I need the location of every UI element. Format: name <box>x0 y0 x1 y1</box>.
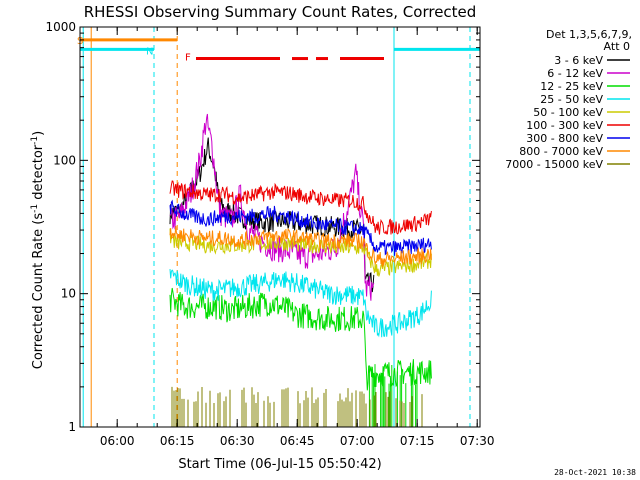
legend-entry-label: 100 - 300 keV <box>526 119 603 132</box>
x-tick-label: 07:15 <box>400 434 435 448</box>
y-tick-label: 100 <box>53 153 76 167</box>
legend-entry-label: 7000 - 15000 keV <box>505 158 603 171</box>
series-25-50-kev <box>169 269 432 338</box>
plot-area: SNF <box>77 27 480 427</box>
series-trace <box>169 287 432 391</box>
axes-frame <box>79 26 481 428</box>
y-tick-label: 1000 <box>45 20 76 34</box>
series-100-300-kev <box>169 180 432 235</box>
y-tick-label: 10 <box>61 287 76 301</box>
legend-entry-label: 12 - 25 keV <box>540 80 603 93</box>
x-tick-label: 06:15 <box>160 434 195 448</box>
chart-title: RHESSI Observing Summary Count Rates, Co… <box>84 3 477 21</box>
series-trace <box>169 180 432 235</box>
legend-entry-label: 3 - 6 keV <box>554 54 603 67</box>
x-tick-label: 06:45 <box>280 434 315 448</box>
legend-entry-label: 50 - 100 keV <box>533 106 603 119</box>
generation-timestamp: 28-Oct-2021 10:38 <box>554 468 636 477</box>
legend-entry-label: 800 - 7000 keV <box>519 145 603 158</box>
series-800-7000-kev <box>169 225 432 268</box>
night-label: N <box>146 46 153 57</box>
legend-entry-label: 25 - 50 keV <box>540 93 603 106</box>
series-trace <box>169 199 432 256</box>
series-300-800-kev <box>169 199 432 256</box>
legend-header-detectors: Det 1,3,5,6,7,9, <box>546 28 632 41</box>
legend-entry-label: 6 - 12 keV <box>547 67 603 80</box>
legend-entry-label: 300 - 800 keV <box>526 132 603 145</box>
series-7000-15000-kev <box>171 386 423 427</box>
axes: 1 10 100 1000 06:00 06:15 06:30 06:45 07:00 07:15… <box>45 20 494 448</box>
x-tick-label: 07:30 <box>460 434 495 448</box>
series-trace <box>169 269 432 338</box>
x-tick-label: 06:00 <box>100 434 135 448</box>
y-axis-label: Corrected Count Rate (s-1 detector-1) <box>30 131 46 369</box>
x-tick-label: 07:00 <box>340 434 375 448</box>
series-trace <box>169 225 432 268</box>
x-axis-label: Start Time (06-Jul-15 05:50:42) <box>178 457 381 472</box>
legend-header-attenuator: Att 0 <box>604 40 630 53</box>
x-tick-label: 06:30 <box>220 434 255 448</box>
flare-flag-label: F <box>185 53 191 64</box>
y-tick-label: 1 <box>68 420 76 434</box>
